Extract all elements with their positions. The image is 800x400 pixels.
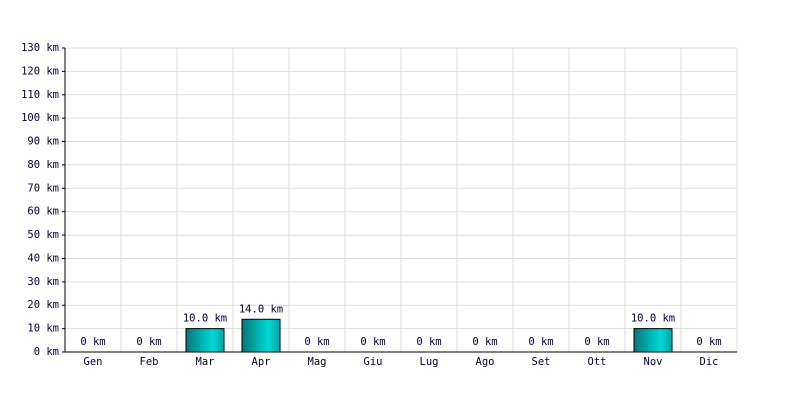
value-label: 0 km	[472, 336, 497, 348]
x-tick-label: Gen	[84, 356, 103, 368]
y-tick-label: 60 km	[27, 206, 59, 218]
y-tick-label: 130 km	[21, 42, 59, 54]
y-tick-label: 90 km	[27, 136, 59, 148]
y-tick-label: 120 km	[21, 65, 59, 77]
y-tick-label: 50 km	[27, 229, 59, 241]
bar	[241, 318, 281, 353]
y-tick-label: 30 km	[27, 276, 59, 288]
x-tick-label: Mag	[308, 356, 327, 368]
value-label: 0 km	[416, 336, 441, 348]
y-tick-label: 40 km	[27, 252, 59, 264]
value-label: 0 km	[696, 336, 721, 348]
y-tick-label: 80 km	[27, 159, 59, 171]
x-tick-label: Nov	[644, 356, 663, 368]
x-tick-label: Set	[532, 356, 551, 368]
value-label: 0 km	[360, 336, 385, 348]
x-tick-label: Giu	[364, 356, 383, 368]
y-tick-label: 110 km	[21, 89, 59, 101]
y-tick-label: 70 km	[27, 182, 59, 194]
value-label: 10.0 km	[183, 313, 227, 325]
value-label: 0 km	[584, 336, 609, 348]
y-tick-label: 100 km	[21, 112, 59, 124]
y-tick-label: 20 km	[27, 299, 59, 311]
x-tick-label: Lug	[420, 356, 439, 368]
value-label: 0 km	[80, 336, 105, 348]
x-tick-label: Feb	[140, 356, 159, 368]
value-label: 10.0 km	[631, 313, 675, 325]
x-tick-label: Apr	[252, 356, 271, 368]
value-label: 14.0 km	[239, 303, 283, 315]
bar	[633, 328, 673, 353]
bar	[185, 328, 225, 353]
value-label: 0 km	[304, 336, 329, 348]
y-tick-label: 10 km	[27, 323, 59, 335]
x-tick-label: Ott	[588, 356, 607, 368]
value-label: 0 km	[136, 336, 161, 348]
value-label: 0 km	[528, 336, 553, 348]
x-tick-label: Dic	[700, 356, 719, 368]
x-tick-label: Ago	[476, 356, 495, 368]
x-tick-label: Mar	[196, 356, 215, 368]
y-tick-label: 0 km	[34, 346, 59, 358]
